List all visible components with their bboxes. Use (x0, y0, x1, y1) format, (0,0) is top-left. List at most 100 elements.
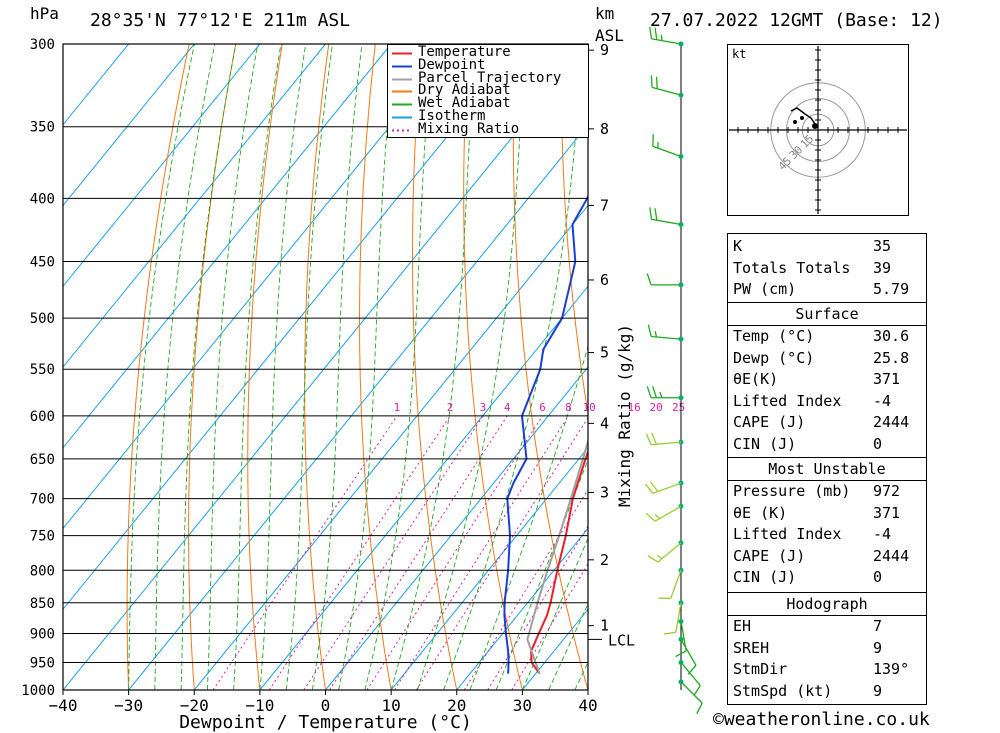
datetime-label: 27.07.2022 12GMT (Base: 12) (650, 10, 943, 31)
sreh-label: SREH (733, 638, 770, 657)
height-tick-label: 4 (600, 414, 609, 432)
mu-cape-value: 2444 (873, 546, 910, 565)
hodograph-point (793, 120, 797, 124)
pressure-tick-label: 300 (30, 37, 55, 53)
legend-swatch (392, 90, 412, 93)
mu-li-label: Lifted Index (733, 525, 842, 544)
dry-adiabat-line (188, 44, 237, 690)
height-tick-label: 2 (600, 551, 609, 569)
dry-adiabat-line (247, 44, 283, 690)
legend-item: Temperature (388, 45, 588, 60)
surface-li-label: Lifted Index (733, 391, 842, 410)
wind-barb-feather (645, 433, 652, 445)
wind-barb-feather (649, 481, 659, 492)
wind-barb-staff (680, 681, 703, 704)
wind-barb-feather (651, 432, 658, 445)
surface-cin-label: CIN (J) (733, 434, 797, 453)
wind-barb-staff (651, 38, 682, 45)
isotherm-line (63, 44, 588, 690)
isotherm-line (63, 44, 195, 207)
legend-swatch (392, 129, 412, 132)
eh-label: EH (733, 617, 752, 635)
wind-barb-feather (696, 702, 703, 715)
isotherm-line (63, 44, 523, 611)
mixing-ratio-tick-label: 1 (394, 401, 401, 414)
legend-item: Dry Adiabat (388, 82, 588, 99)
mu-cin-label: CIN (J) (733, 568, 797, 587)
legend-label: Isotherm (418, 108, 486, 124)
sreh-value: 9 (873, 638, 883, 657)
k-index-label: K (733, 237, 743, 255)
wind-barb-feather (644, 483, 654, 494)
wind-barb-feather (647, 324, 652, 337)
mixing-ratio-tick-label: 8 (565, 401, 572, 414)
dry-adiabat-line (412, 44, 458, 690)
temp-tick-label: 10 (381, 696, 400, 715)
isotherm-line (259, 285, 588, 690)
totals-totals-label: Totals Totals (733, 258, 851, 277)
temp-tick-label: 30 (513, 696, 532, 715)
isotherm-line (63, 44, 458, 530)
wind-barb-feather (647, 555, 659, 563)
pressure-tick-label: 550 (30, 362, 55, 378)
temp-tick-label: −10 (245, 696, 274, 715)
wind-barb-feather (693, 685, 701, 696)
wind-barb-staff (654, 505, 682, 522)
mu-pressure-label: Pressure (mb) (733, 482, 851, 500)
wind-barb-feather (652, 386, 658, 398)
pressure-tick-label: 750 (30, 529, 55, 545)
dry-adiabat-line (560, 44, 588, 417)
hodograph-stats-title: Hodograph (728, 593, 926, 616)
wet-adiabat-line (154, 44, 216, 690)
wind-barb-feather (655, 76, 658, 89)
height-tick-label: 9 (600, 41, 609, 59)
mu-cin-value: 0 (873, 568, 883, 587)
dewpoint-line (503, 194, 588, 674)
legend-item: Wet Adiabat (388, 95, 588, 112)
height-tick-label: 6 (600, 271, 609, 289)
surface-temp-value: 30.6 (873, 327, 910, 345)
wet-adiabat-line (521, 537, 588, 690)
copyright-link[interactable]: ©weatheronline.co.uk (713, 709, 930, 730)
mixing-ratio-tick-label: 10 (582, 401, 595, 414)
legend-swatch (392, 78, 412, 81)
hodograph-trace (790, 107, 816, 125)
dry-adiabat-line (980, 44, 1000, 690)
pressure-tick-label: 600 (30, 409, 55, 425)
legend-label: Parcel Trajectory (418, 69, 562, 86)
wind-barb-staff (657, 542, 682, 563)
stmdir-value: 139° (873, 660, 910, 679)
height-unit-label: km (595, 4, 615, 23)
legend-item: Mixing Ratio (388, 121, 588, 137)
k-index-value: 35 (873, 237, 892, 255)
wet-adiabat-line (180, 44, 237, 690)
mixing-ratio-tick-label: 16 (627, 401, 640, 414)
hodograph-point (800, 116, 804, 120)
temp-tick-label: −40 (49, 696, 78, 715)
wind-barb-feather (650, 75, 653, 88)
mixing-ratio-line (415, 416, 588, 690)
height-tick-label: 1 (600, 617, 609, 635)
wind-barb-feather (646, 273, 652, 286)
mixing-ratio-line (511, 563, 588, 690)
pressure-tick-label: 800 (30, 563, 55, 579)
wet-adiabat-line (206, 44, 259, 690)
indices-box: K 35 Totals Totals 39 PW (cm) 5.79 (727, 233, 927, 303)
surface-box: Surface Temp (°C) 30.6 Dewp (°C) 25.8 θE(K… (727, 302, 927, 458)
legend-swatch (392, 116, 412, 119)
isotherm-line (128, 123, 588, 690)
wind-barb-feather (649, 26, 653, 39)
pressure-tick-label: 950 (30, 655, 55, 671)
legend-item: Isotherm (388, 108, 588, 124)
height-tick-label: 5 (600, 344, 609, 362)
surface-theta-label: θE(K) (733, 370, 779, 389)
mu-pressure-value: 972 (873, 482, 901, 500)
mixing-ratio-line (212, 415, 398, 690)
wet-adiabat-line (311, 44, 363, 690)
legend-label: Dry Adiabat (418, 82, 511, 99)
axes-layer: 1 2 3 4 6 8 10 16 20 2530035040045050055060065070… (21, 26, 703, 733)
legend-label: Wet Adiabat (418, 95, 511, 112)
eh-value: 7 (873, 617, 883, 635)
surface-cin-value: 0 (873, 434, 883, 453)
mixing-ratio-line (303, 415, 484, 690)
